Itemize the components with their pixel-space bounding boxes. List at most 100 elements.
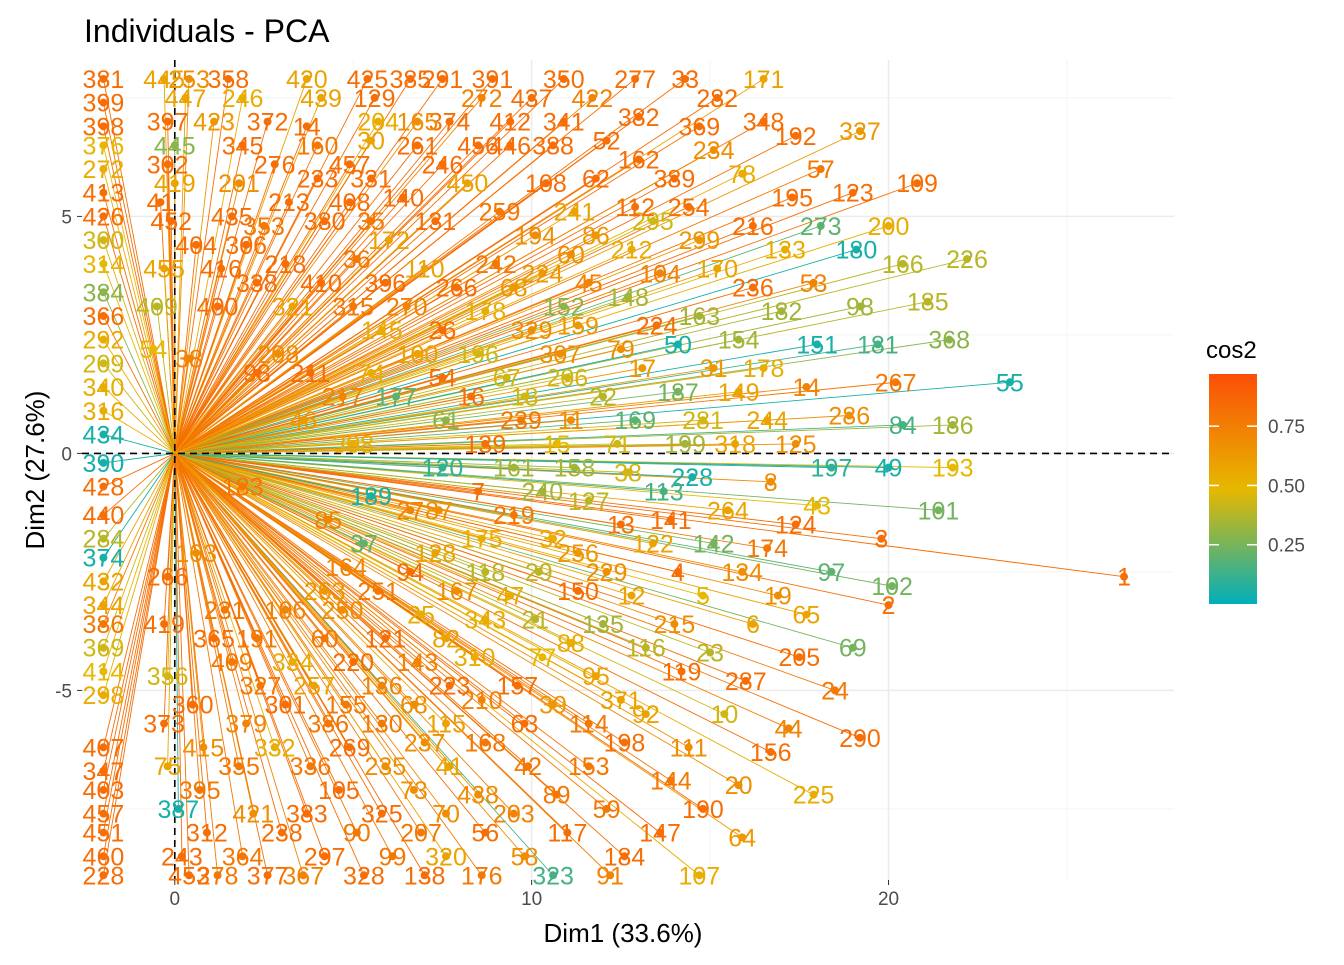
data-point xyxy=(338,392,347,401)
point-label: 33 xyxy=(671,66,699,94)
point-label: 374 xyxy=(429,109,471,137)
point-label: 13 xyxy=(607,512,635,540)
point-label: 191 xyxy=(236,625,278,653)
point-label: 213 xyxy=(268,189,310,217)
point-label: 329 xyxy=(511,317,553,345)
point-label: 246 xyxy=(422,151,464,179)
chart-title: Individuals - PCA xyxy=(84,13,330,49)
point-label: 37 xyxy=(350,530,378,558)
data-point xyxy=(156,198,165,207)
data-point xyxy=(963,255,972,264)
data-point xyxy=(584,278,593,287)
arrow-line xyxy=(174,367,764,454)
data-point xyxy=(827,463,836,472)
point-label: 114 xyxy=(569,711,609,739)
data-point xyxy=(634,112,643,121)
data-point xyxy=(445,117,454,126)
point-label: 300 xyxy=(83,227,125,255)
point-label: 312 xyxy=(186,820,228,848)
point-label: 272 xyxy=(83,156,125,184)
arrow-line xyxy=(102,145,176,454)
point-label: 376 xyxy=(83,132,125,160)
point-label: 334 xyxy=(272,649,314,677)
arrow-line xyxy=(174,452,329,521)
point-label: 121 xyxy=(364,625,406,653)
data-point xyxy=(766,748,775,757)
point-label: 272 xyxy=(461,85,503,113)
data-point xyxy=(688,473,697,482)
point-label: 195 xyxy=(771,184,813,212)
point-label: 136 xyxy=(361,673,403,701)
point-label: 54 xyxy=(139,336,167,364)
point-label: 226 xyxy=(946,246,988,274)
data-point xyxy=(773,591,782,600)
data-point xyxy=(791,439,800,448)
data-point xyxy=(442,852,450,861)
data-point xyxy=(320,634,329,643)
point-label: 123 xyxy=(832,180,874,208)
data-point xyxy=(506,141,515,150)
point-label: 408 xyxy=(329,189,371,217)
point-label: 101 xyxy=(918,497,960,525)
point-label: 277 xyxy=(614,66,656,94)
data-point xyxy=(945,335,954,344)
data-point xyxy=(709,539,718,548)
data-point xyxy=(445,762,454,771)
data-point xyxy=(177,852,186,861)
data-point xyxy=(399,193,408,202)
point-label: 194 xyxy=(514,222,556,250)
point-label: 367 xyxy=(282,862,324,890)
point-label: 75 xyxy=(154,753,182,781)
data-point xyxy=(684,202,693,211)
data-point xyxy=(174,804,183,813)
arrow-line xyxy=(174,453,543,658)
data-point xyxy=(238,852,247,861)
arrow-line xyxy=(174,452,479,492)
data-point xyxy=(99,643,108,652)
point-label: 243 xyxy=(161,843,203,871)
point-label: 229 xyxy=(586,559,628,587)
data-point xyxy=(359,539,368,548)
data-point xyxy=(192,548,201,557)
point-label: 242 xyxy=(475,251,517,279)
data-point xyxy=(99,458,108,467)
point-label: 435 xyxy=(211,203,253,231)
data-point xyxy=(855,127,864,136)
data-point xyxy=(502,373,511,382)
point-label: 19 xyxy=(764,583,792,611)
data-point xyxy=(748,283,757,292)
arrow-line xyxy=(174,324,657,454)
arrow-line xyxy=(174,178,318,454)
point-label: 21 xyxy=(521,606,549,634)
arrow-line xyxy=(156,306,176,454)
point-label: 206 xyxy=(546,365,588,393)
point-label: 372 xyxy=(247,109,289,137)
arrow-line xyxy=(174,443,486,454)
point-label: 445 xyxy=(154,132,196,160)
point-label: 122 xyxy=(632,530,674,558)
point-label: 143 xyxy=(397,649,439,677)
arrow-line xyxy=(174,453,422,833)
arrow-line xyxy=(174,78,190,454)
data-point xyxy=(99,553,108,562)
data-point xyxy=(488,74,497,83)
x-tick-label: 20 xyxy=(878,889,899,910)
data-point xyxy=(377,326,386,335)
arrow-line xyxy=(167,453,176,577)
arrow-line xyxy=(102,453,176,625)
data-point xyxy=(213,302,222,311)
data-point xyxy=(313,141,322,150)
point-label: 284 xyxy=(83,526,125,554)
arrow-line xyxy=(167,453,176,767)
point-label: 67 xyxy=(493,365,521,393)
data-point xyxy=(99,359,108,368)
arrow-line xyxy=(174,234,597,454)
data-point xyxy=(763,416,772,425)
y-tick-label: 5 xyxy=(61,207,72,228)
data-point xyxy=(99,335,108,344)
data-point xyxy=(220,605,229,614)
point-label: 246 xyxy=(222,85,264,113)
arrow-line xyxy=(174,197,404,454)
point-label: 390 xyxy=(83,450,125,478)
arrow-line xyxy=(174,452,579,592)
